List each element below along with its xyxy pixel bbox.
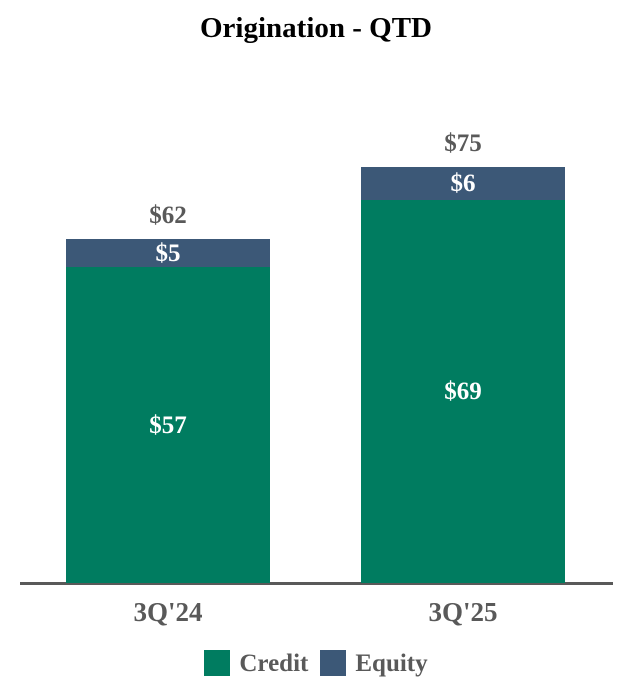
segment-value-label: $69 [444, 378, 482, 405]
legend-item-credit: Credit [204, 650, 308, 676]
segment-value-label: $5 [155, 239, 181, 267]
x-axis-line [20, 582, 613, 585]
x-axis-label-3Q'25: 3Q'25 [428, 597, 498, 627]
bar-3Q'25: $6 $69 [361, 167, 565, 583]
legend-label-equity: Equity [355, 649, 428, 677]
legend-swatch-credit-icon [204, 650, 231, 676]
legend: Credit Equity [0, 650, 632, 676]
legend-swatch-equity-icon [320, 650, 347, 676]
segment-value-label: $57 [149, 411, 187, 439]
segment-credit: $69 [361, 200, 565, 583]
x-axis-label-3Q'24: 3Q'24 [133, 597, 203, 627]
bar-3Q'24: $5 $57 [66, 239, 270, 583]
segment-equity: $6 [361, 167, 565, 200]
chart-title: Origination - QTD [199, 12, 432, 44]
segment-credit: $57 [66, 267, 270, 583]
total-value-label: $75 [444, 130, 482, 157]
segment-value-label: $6 [450, 170, 476, 197]
legend-label-credit: Credit [239, 649, 309, 677]
total-value-label: $62 [149, 202, 187, 229]
legend-item-equity: Equity [320, 649, 428, 677]
segment-equity: $5 [66, 239, 270, 267]
